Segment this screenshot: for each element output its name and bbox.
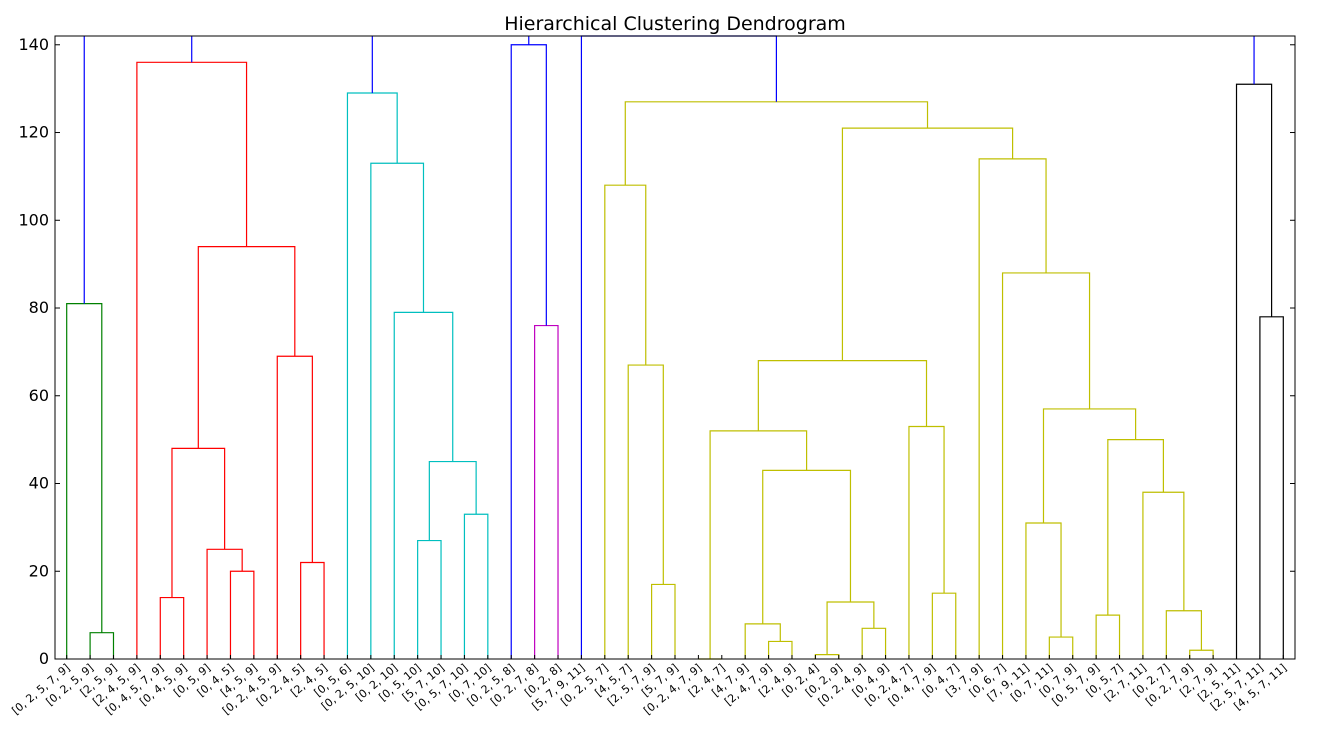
dendrogram-link <box>1259 316 1284 659</box>
dendrogram-link <box>580 35 777 659</box>
y-tick-label: 20 <box>29 561 49 580</box>
dendrogram-link <box>627 364 664 659</box>
x-axis-leaf-labels: [0, 2, 5, 7, 9][0, 2, 5, 9][2, 5, 9][2, … <box>9 655 1289 717</box>
y-tick-label: 100 <box>18 210 49 229</box>
dendrogram-link <box>89 632 115 659</box>
y-tick-label: 40 <box>29 474 49 493</box>
dendrogram-link <box>604 184 647 659</box>
dendrogram-link <box>417 539 442 659</box>
dendrogram-link <box>1235 83 1273 659</box>
dendrogram-link <box>159 596 185 659</box>
dendrogram-link <box>767 640 793 659</box>
dendrogram-link <box>346 92 398 659</box>
dendrogram-link <box>908 425 945 659</box>
dendrogram-link <box>762 469 852 624</box>
dendrogram-link <box>1165 610 1203 659</box>
dendrogram-link <box>171 447 226 598</box>
y-tick-label: 120 <box>18 123 49 142</box>
y-axis-ticks: 0 20 40 60 80 100 120 140 <box>18 35 1295 668</box>
dendrogram-link <box>931 592 957 659</box>
dendrogram-link <box>624 101 929 186</box>
dendrogram-link <box>1107 439 1164 616</box>
dendrogram-link <box>393 311 454 659</box>
dendrogram-link <box>861 627 887 659</box>
dendrogram-link <box>534 324 559 659</box>
dendrogram-links <box>66 35 1284 660</box>
dendrogram-link <box>1001 272 1091 659</box>
dendrogram-link <box>1025 522 1062 659</box>
dendrogram-link <box>1189 649 1214 659</box>
dendrogram-link <box>1048 636 1074 659</box>
dendrogram-link <box>978 158 1047 659</box>
dendrogram-link <box>709 430 808 659</box>
dendrogram-link <box>757 360 928 431</box>
dendrogram-link <box>463 513 489 659</box>
dendrogram-link <box>428 460 477 541</box>
dendrogram-link <box>1142 491 1185 659</box>
y-tick-label: 60 <box>29 386 49 405</box>
dendrogram-link <box>66 303 103 659</box>
dendrogram-link <box>370 162 425 659</box>
dendrogram-link <box>229 570 255 659</box>
dendrogram-link <box>276 355 313 659</box>
y-tick-label: 140 <box>18 35 49 54</box>
dendrogram-link <box>841 127 1014 361</box>
dendrogram-link <box>1095 614 1121 659</box>
y-tick-label: 0 <box>39 649 49 668</box>
dendrogram-link <box>510 44 547 659</box>
dendrogram-link <box>197 245 296 449</box>
dendrogram-link <box>1042 408 1137 523</box>
dendrogram-link <box>814 654 840 659</box>
dendrogram-link <box>300 561 325 659</box>
y-tick-label: 80 <box>29 298 49 317</box>
dendrogram-link <box>651 583 676 659</box>
plot-frame <box>54 35 1296 660</box>
chart-title: Hierarchical Clustering Dendrogram <box>504 13 846 35</box>
dendrogram-link <box>136 61 248 659</box>
dendrogram-link <box>206 548 243 659</box>
